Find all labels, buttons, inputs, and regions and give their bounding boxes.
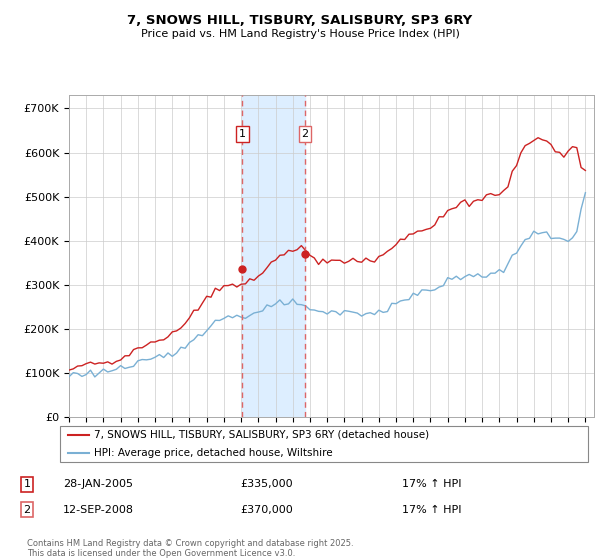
Bar: [242, 95, 305, 417]
Text: £335,000: £335,000: [240, 479, 293, 489]
Text: 2: 2: [23, 505, 31, 515]
Text: 7, SNOWS HILL, TISBURY, SALISBURY, SP3 6RY (detached house): 7, SNOWS HILL, TISBURY, SALISBURY, SP3 6…: [94, 430, 430, 440]
Text: 17% ↑ HPI: 17% ↑ HPI: [402, 505, 461, 515]
Text: 17% ↑ HPI: 17% ↑ HPI: [402, 479, 461, 489]
Text: 1: 1: [23, 479, 31, 489]
Text: 2: 2: [301, 129, 308, 139]
Text: 28-JAN-2005: 28-JAN-2005: [63, 479, 133, 489]
Text: Contains HM Land Registry data © Crown copyright and database right 2025.
This d: Contains HM Land Registry data © Crown c…: [27, 539, 353, 558]
Text: £370,000: £370,000: [240, 505, 293, 515]
Text: HPI: Average price, detached house, Wiltshire: HPI: Average price, detached house, Wilt…: [94, 448, 333, 458]
Text: 1: 1: [239, 129, 246, 139]
Text: Price paid vs. HM Land Registry's House Price Index (HPI): Price paid vs. HM Land Registry's House …: [140, 29, 460, 39]
FancyBboxPatch shape: [60, 426, 588, 462]
Text: 7, SNOWS HILL, TISBURY, SALISBURY, SP3 6RY: 7, SNOWS HILL, TISBURY, SALISBURY, SP3 6…: [127, 14, 473, 27]
Text: 12-SEP-2008: 12-SEP-2008: [63, 505, 134, 515]
